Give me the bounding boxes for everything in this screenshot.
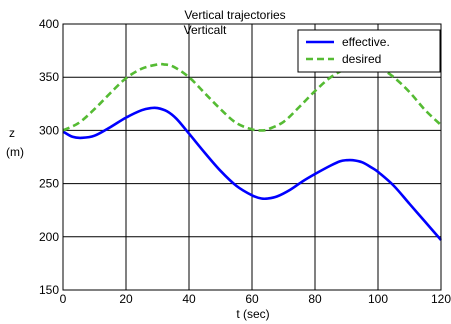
x-tick-label: 120 xyxy=(431,292,451,306)
y-tick-label: 300 xyxy=(39,123,59,137)
y-tick-label: 250 xyxy=(39,177,59,191)
y-axis-label-units: (m) xyxy=(6,145,24,159)
legend-box xyxy=(297,29,441,73)
x-tick-label: 80 xyxy=(308,292,322,306)
series-line-0 xyxy=(62,106,442,241)
y-tick-label: 200 xyxy=(39,230,59,244)
tick-labels: 0 20 40 60 80 100 120 150 200 250 300 350 400 xyxy=(39,17,451,306)
legend-label-effective: effective. xyxy=(342,35,390,49)
legend-label-desired: desired xyxy=(342,52,381,66)
x-tick-label: 40 xyxy=(182,292,196,306)
x-tick-label: 20 xyxy=(119,292,133,306)
plot-frame xyxy=(62,23,442,291)
x-axis-label: t (sec) xyxy=(236,307,269,321)
x-tick-label: 100 xyxy=(368,292,388,306)
y-tick-label: 150 xyxy=(39,283,59,297)
y-axis-label-z: z xyxy=(9,126,15,140)
x-tick-label: 60 xyxy=(245,292,259,306)
chart-title-overlap: Verticalt xyxy=(184,23,227,37)
chart-title: Vertical trajectories xyxy=(184,8,285,22)
x-tick-label: 0 xyxy=(60,292,67,306)
legend: effective. desired xyxy=(297,29,441,73)
y-tick-label: 400 xyxy=(39,17,59,31)
y-tick-label: 350 xyxy=(39,70,59,84)
